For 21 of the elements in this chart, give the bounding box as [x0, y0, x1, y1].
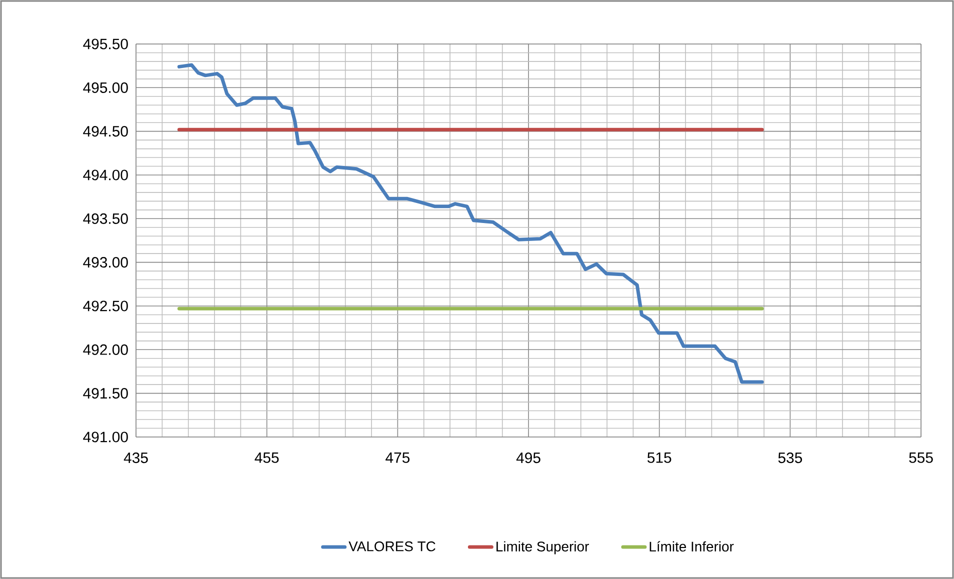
x-tick-label: 495 — [516, 452, 540, 464]
x-tick-label: 555 — [909, 452, 933, 463]
y-tick-label: 495.00 — [83, 82, 128, 93]
x-tick-label: 535 — [778, 452, 802, 464]
legend-label: Límite Inferior — [650, 541, 734, 552]
y-tick-label: 492.50 — [83, 300, 128, 312]
y-tick-label: 492.00 — [83, 344, 128, 355]
legend-label: VALORES TC — [348, 541, 436, 552]
y-tick-label: 493.00 — [83, 257, 128, 268]
y-tick-label: 491.00 — [83, 432, 128, 442]
y-tick-label: 493.50 — [83, 213, 128, 224]
y-tick-label: 494.00 — [83, 170, 128, 180]
legend-label: Limite Superior — [496, 541, 589, 554]
y-tick-label: 491.50 — [83, 388, 128, 399]
x-tick-label: 475 — [386, 452, 410, 463]
x-tick-label: 515 — [647, 452, 672, 463]
y-tick-label: 495.50 — [83, 38, 128, 50]
y-tick-label: 494.50 — [83, 126, 128, 137]
x-tick-label: 455 — [254, 452, 279, 463]
line-series — [177, 63, 764, 384]
x-tick-label: 435 — [124, 452, 148, 464]
